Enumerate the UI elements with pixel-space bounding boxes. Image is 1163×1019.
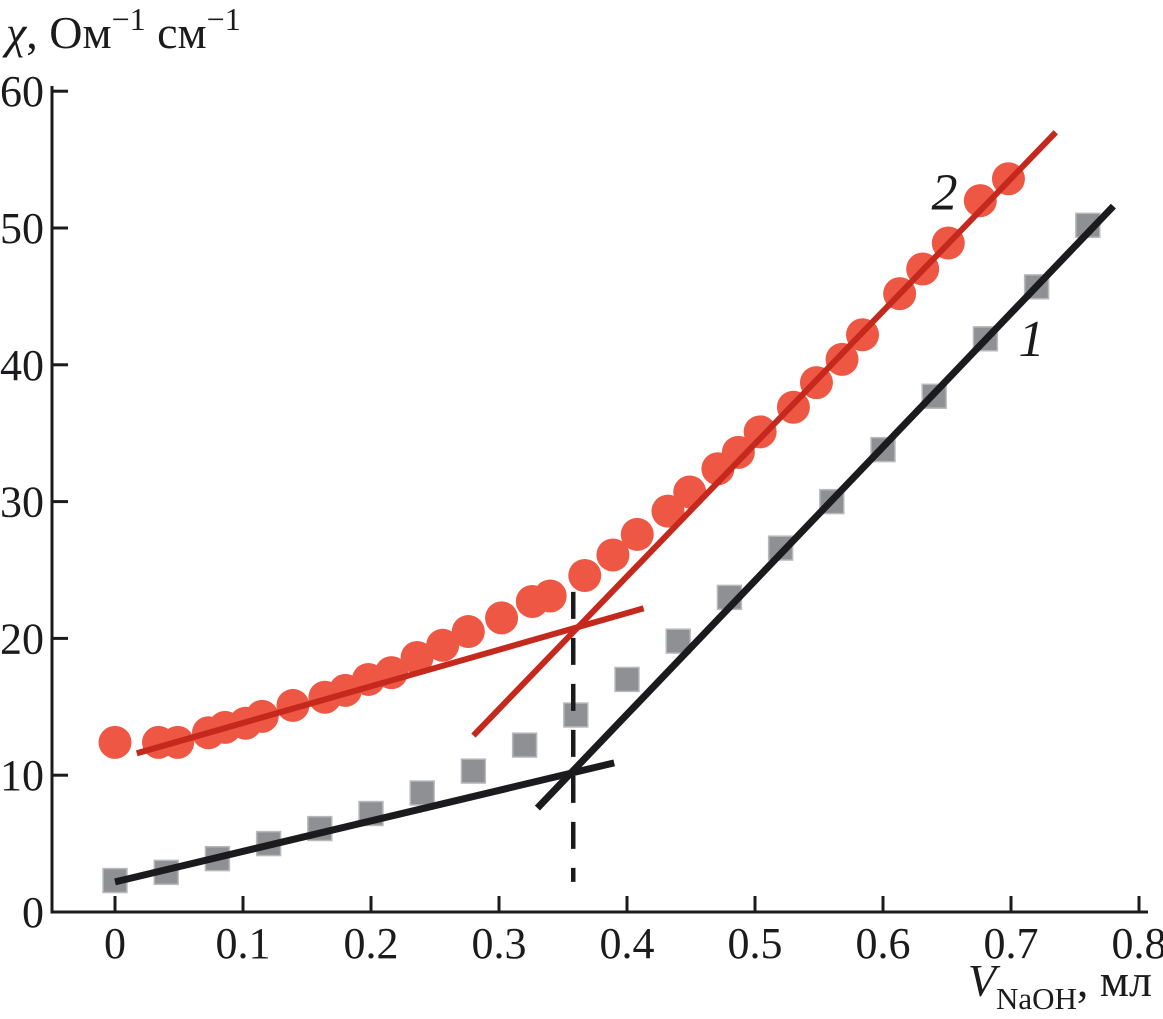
y-tick-label: 20 <box>0 614 44 663</box>
series-1-squares-point <box>665 628 691 654</box>
x-tick-label: 0.1 <box>216 919 271 968</box>
series-2-circles-point <box>743 415 777 449</box>
x-tick-label: 0 <box>104 919 126 968</box>
axes-layer <box>50 86 1148 914</box>
series-2-circles-point <box>651 494 685 528</box>
y-tick-label: 30 <box>0 478 44 527</box>
series-2-circles-point <box>400 641 434 675</box>
x-tick-label: 0.4 <box>600 919 655 968</box>
series-1-squares-point <box>460 758 487 784</box>
series-2-circles-point <box>825 342 859 376</box>
series-1-fit-shallow <box>114 759 616 886</box>
series-2-circles-point <box>568 558 602 592</box>
series-2-circles-point <box>98 725 132 759</box>
x-tick-label: 0.2 <box>344 919 399 968</box>
x-tick-label: 0.5 <box>728 919 783 968</box>
series-2-circles-point <box>485 601 519 635</box>
y-tick-label: 40 <box>0 341 44 390</box>
y-tick-label: 0 <box>22 888 44 937</box>
series-2-circles-point <box>426 628 460 662</box>
x-tick-label: 0.3 <box>472 919 527 968</box>
y-tick-label: 50 <box>0 204 44 253</box>
y-tick-label: 10 <box>0 751 44 800</box>
x-tick-label: 0.6 <box>856 919 911 968</box>
markers-layer <box>98 162 1101 894</box>
curve-label-2: 2 <box>931 164 957 221</box>
series-2-circles-point <box>533 579 567 613</box>
series-2-circles-point <box>963 184 997 218</box>
x-tick-label: 0.7 <box>984 919 1039 968</box>
series-2-fit-shallow <box>135 605 645 757</box>
series-2-circles-point <box>721 435 755 469</box>
series-2-fit-steep <box>471 130 1058 738</box>
series-2-circles-point <box>596 538 630 572</box>
series-1-squares-point <box>511 732 538 758</box>
x-axis-title: VNaOH, мл <box>968 955 1152 1016</box>
series-1-squares-point <box>563 702 589 728</box>
series-1-squares-point <box>614 666 640 693</box>
series-2-circles-point <box>451 615 485 649</box>
x-tick-label: 0.8 <box>1112 919 1163 968</box>
series-1-squares-point <box>767 535 794 561</box>
series-2-circles-point <box>620 517 654 551</box>
fit-lines-layer <box>114 130 1116 886</box>
curve-label-1: 1 <box>1018 311 1044 368</box>
series-1-fit-steep <box>534 203 1116 811</box>
series-1-squares-point <box>409 780 435 806</box>
y-tick-label: 60 <box>0 67 44 116</box>
y-axis-title: χ, Ом−1 см−1 <box>2 1 241 58</box>
